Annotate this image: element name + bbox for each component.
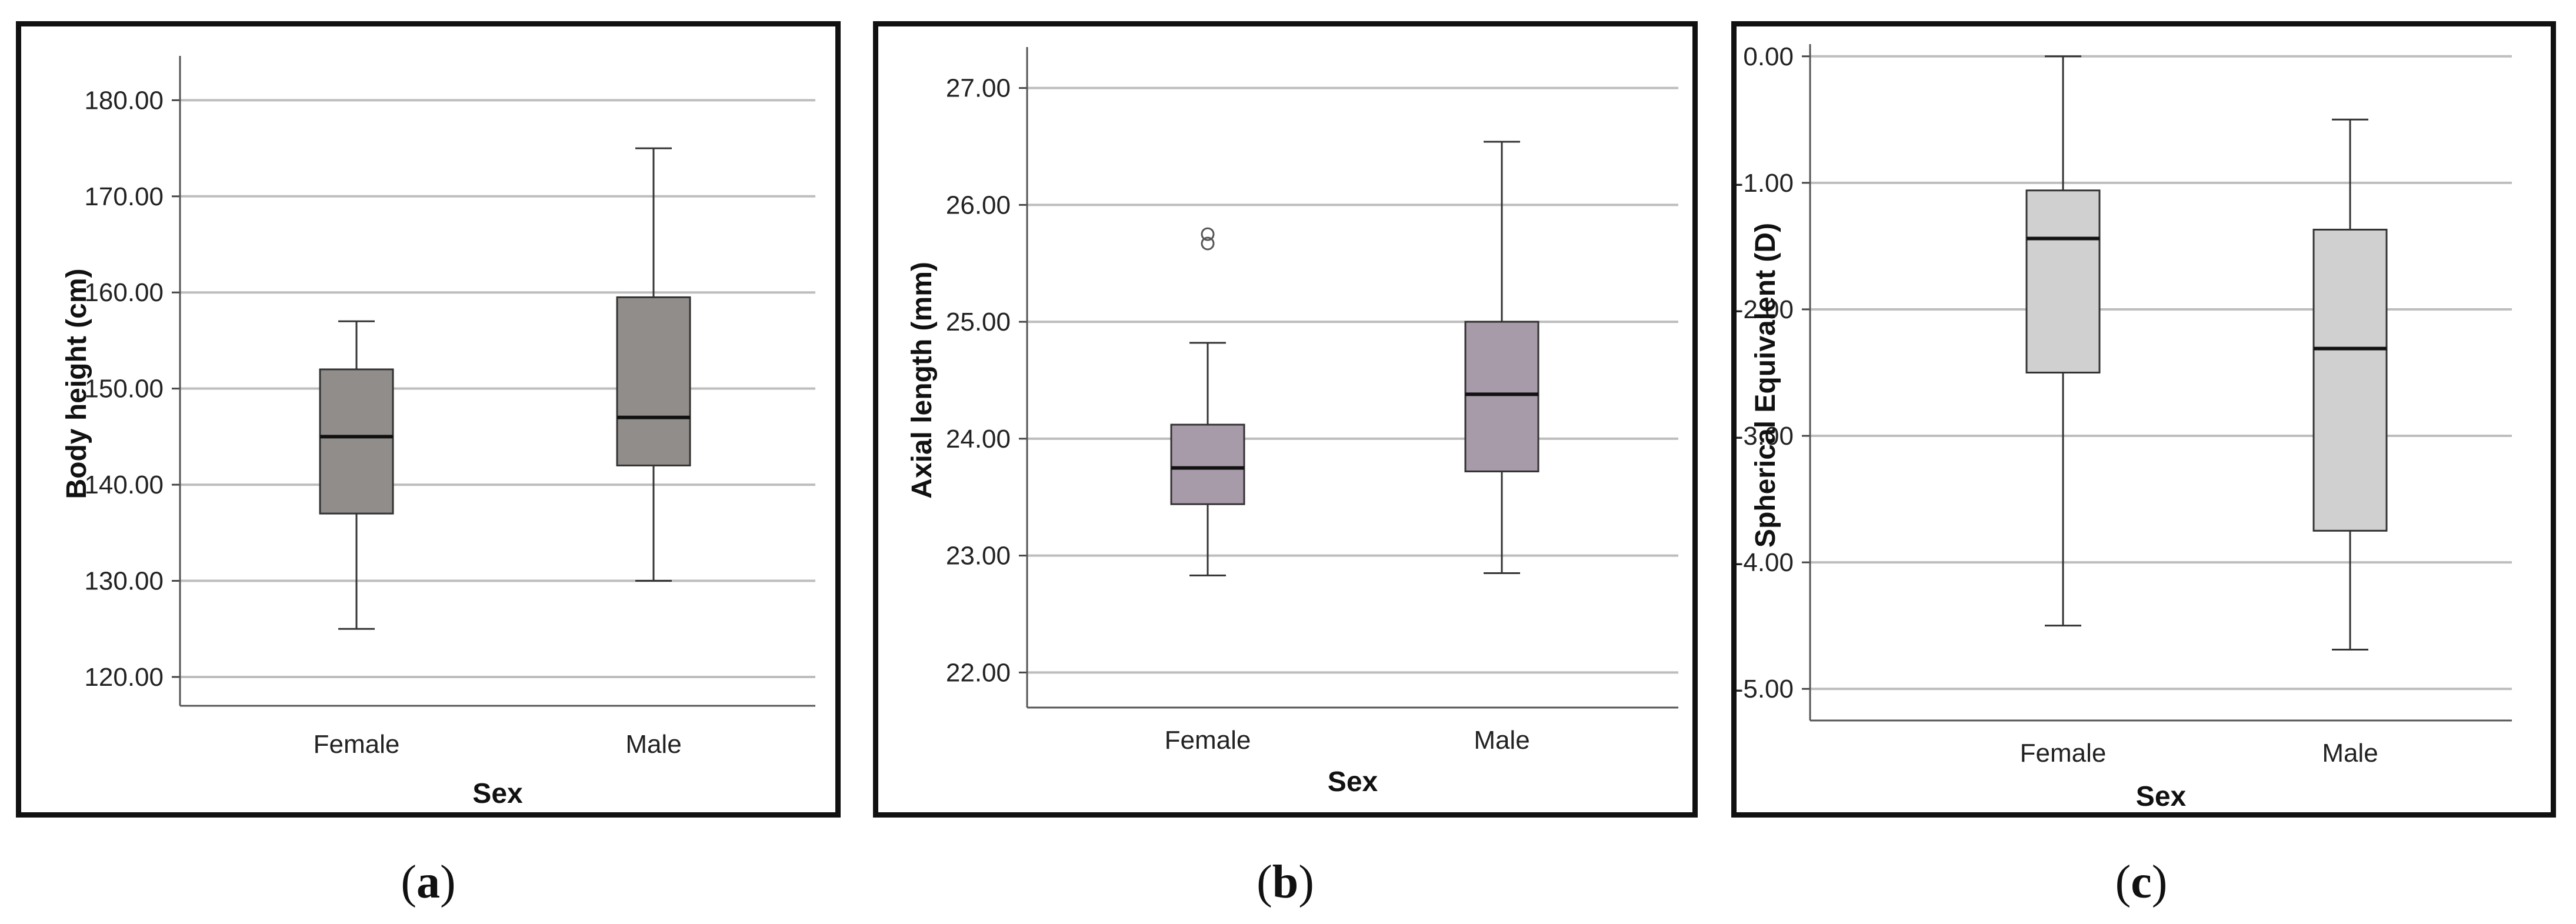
y-tick-label: -5.00: [1737, 675, 1794, 703]
x-axis-title: Sex: [472, 778, 523, 809]
outlier-point-female: [1201, 236, 1215, 251]
chart-a-svg: 120.00 130.00 140.00 150.00 160.00 170.00 180.…: [61, 56, 815, 809]
y-tick-label: 120.00: [84, 663, 164, 692]
y-tick-label: 140.00: [84, 471, 164, 499]
y-tick-label: 180.00: [84, 86, 164, 115]
chart-b-svg: 22.00 23.00 24.00 25.00 26.00 27.00 Female Male…: [907, 47, 1678, 798]
x-category-label-female: Female: [1165, 726, 1251, 755]
x-axis-title: Sex: [2136, 781, 2187, 812]
box-female: [1170, 423, 1245, 505]
y-tick-label: 23.00: [946, 542, 1011, 571]
caption-b: (b): [1257, 856, 1314, 908]
panel-a: 120.00 130.00 140.00 150.00 160.00 170.00 180.…: [16, 21, 841, 818]
y-tick-label: 26.00: [946, 191, 1011, 219]
panel-c: 0.00 -1.00 -2.00 -3.00 -4.00 -5.00 Female Male S…: [1731, 21, 2556, 818]
outlier-point-female: [1201, 227, 1215, 241]
y-tick-label: 160.00: [84, 278, 164, 307]
y-axis-title: Body height (cm): [61, 269, 92, 499]
x-category-label-male: Male: [1474, 726, 1529, 755]
y-tick-label: -1.00: [1737, 169, 1794, 198]
y-tick-label: 130.00: [84, 567, 164, 596]
box-male: [616, 296, 691, 466]
box-female: [2025, 189, 2101, 373]
y-tick-label: 22.00: [946, 658, 1011, 687]
x-category-label-male: Male: [2322, 739, 2378, 768]
y-tick-label: -4.00: [1737, 548, 1794, 577]
y-axis-title: Spherical Equivalent (D): [1750, 223, 1781, 548]
x-axis-title: Sex: [1328, 766, 1378, 798]
y-axis-title: Axial length (mm): [907, 262, 938, 499]
y-tick-label: 27.00: [946, 74, 1011, 103]
box-male: [1464, 321, 1539, 473]
x-category-label-female: Female: [314, 730, 400, 759]
y-tick-label: 150.00: [84, 375, 164, 403]
x-category-label-male: Male: [625, 730, 681, 759]
y-tick-label: 170.00: [84, 182, 164, 211]
caption-c: (c): [2115, 856, 2168, 908]
box-male: [2312, 228, 2388, 532]
chart-c-svg: 0.00 -1.00 -2.00 -3.00 -4.00 -5.00 Female Male S…: [1737, 42, 2512, 812]
y-tick-label: 0.00: [1743, 42, 1794, 71]
y-tick-label: -3.00: [1737, 422, 1794, 451]
box-female: [319, 368, 394, 515]
y-tick-label: 25.00: [946, 308, 1011, 336]
y-tick-label: 24.00: [946, 425, 1011, 453]
y-tick-label: -2.00: [1737, 295, 1794, 324]
x-category-label-female: Female: [2020, 739, 2107, 768]
panel-b: 22.00 23.00 24.00 25.00 26.00 27.00 Female Male…: [873, 21, 1698, 818]
caption-a: (a): [401, 856, 456, 908]
